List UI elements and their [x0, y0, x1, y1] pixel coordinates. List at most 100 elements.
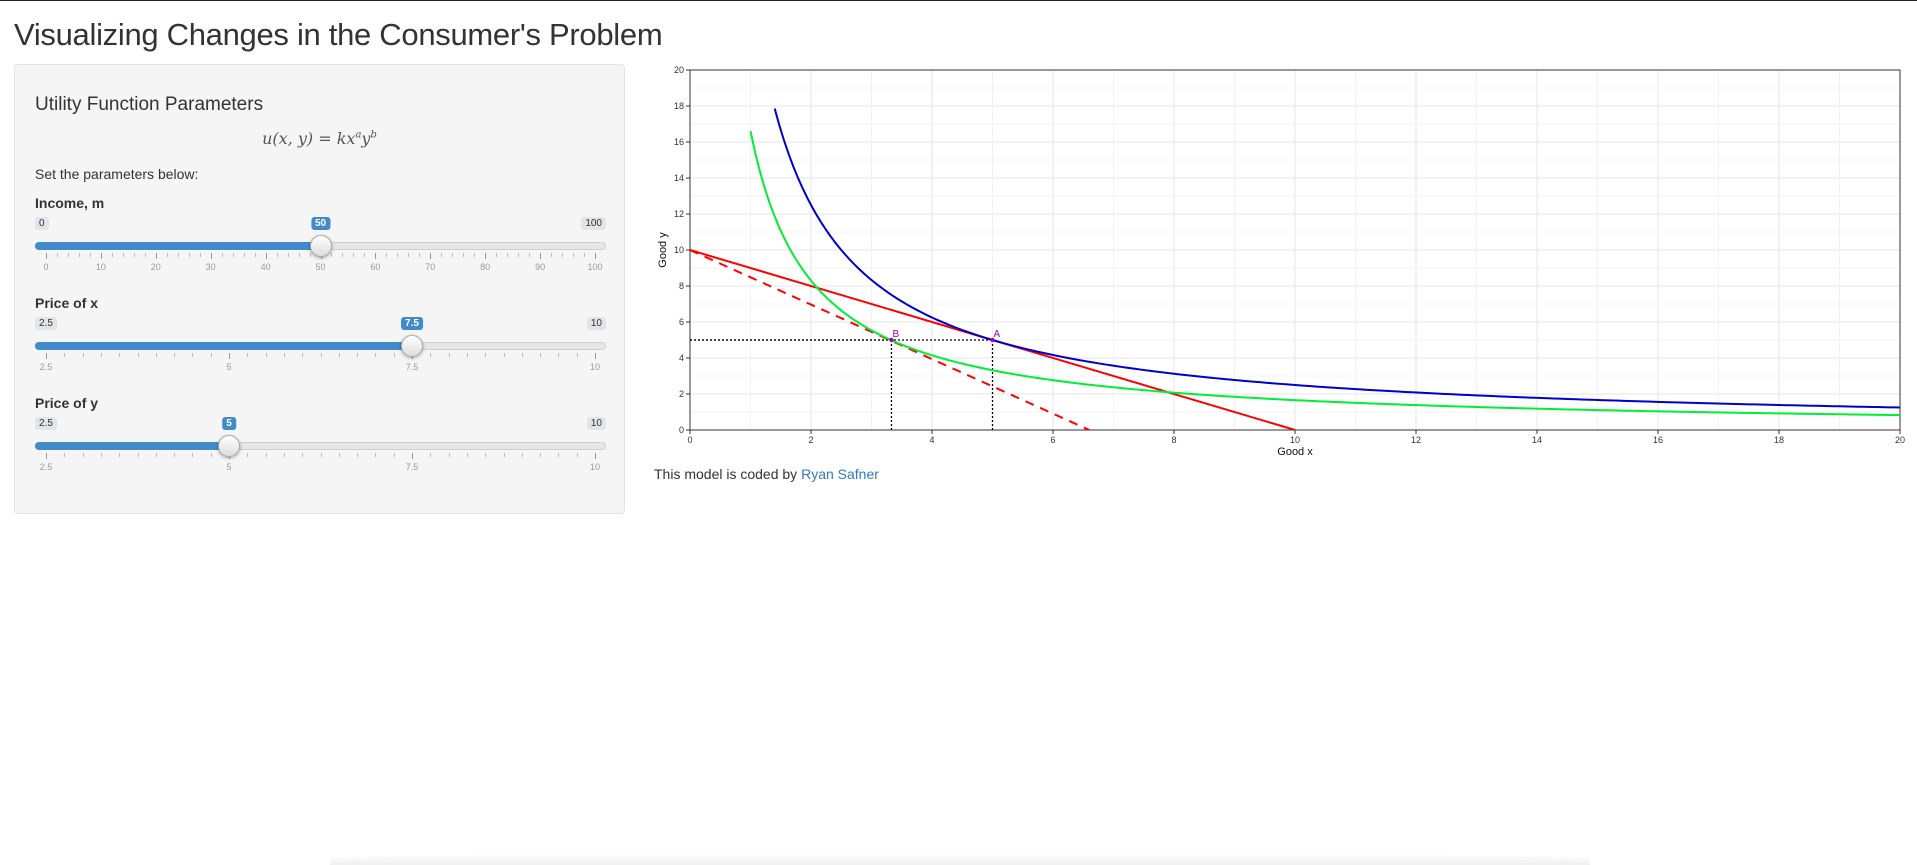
slider-minor-tick — [133, 253, 135, 257]
slider-minor-tick — [320, 353, 322, 357]
slider-minor-tick — [64, 453, 66, 457]
slider-minor-tick — [265, 353, 267, 357]
slider-major-tick — [375, 253, 377, 259]
slider-minor-tick — [518, 253, 520, 257]
formula-exp-a: a — [355, 129, 362, 141]
slider-tick-label: 100 — [587, 262, 603, 272]
slider-max-label: 10 — [586, 317, 606, 330]
slider-minor-tick — [357, 353, 359, 357]
consumer-choice-chart: 0 2 4 6 8 10 12 14 16 18 20 0 2 4 6 8 10 12 14 16 18 20 Good x… — [657, 65, 1905, 458]
slider-minor-tick — [393, 453, 395, 457]
slider-minor-tick — [496, 253, 498, 257]
price-x-slider[interactable]: 2.5 10 7.5 2.5 5 7.5 10 — [35, 317, 606, 377]
slider-major-tick — [46, 353, 47, 359]
income-slider[interactable]: 0 100 50 0 10 20 30 40 50 60 70 80 90 100 — [35, 217, 606, 277]
help-text: Set the parameters below: — [35, 166, 199, 182]
slider-value-label: 50 — [310, 217, 331, 230]
slider-max-label: 10 — [586, 417, 606, 430]
slider-major-tick — [155, 253, 157, 259]
slider-major-tick — [430, 253, 432, 259]
sidebar-panel: Utility Function Parameters u(x, y) = kx… — [14, 64, 625, 514]
indifference-curve-new — [749, 130, 1900, 417]
slider-minor-tick — [155, 353, 157, 357]
slider-minor-tick — [393, 353, 395, 357]
slider-minor-tick — [232, 253, 234, 257]
author-link[interactable]: Ryan Safner — [801, 466, 879, 482]
slider-minor-tick — [283, 353, 285, 357]
slider-minor-tick — [166, 253, 168, 257]
slider-minor-tick — [331, 253, 333, 257]
slider-minor-tick — [119, 353, 121, 357]
slider-minor-tick — [192, 453, 194, 457]
slider-fill — [35, 242, 321, 250]
slider-tick-label: 30 — [205, 262, 216, 272]
slider-minor-tick — [397, 253, 399, 257]
slider-minor-tick — [364, 253, 366, 257]
x-tick-label: 20 — [1895, 435, 1905, 445]
slider-ticks: 2.5 5 7.5 10 — [35, 353, 606, 373]
slider-minor-tick — [430, 453, 432, 457]
x-tick-label: 16 — [1653, 435, 1663, 445]
slider-minor-tick — [174, 353, 176, 357]
slider-minor-tick — [247, 453, 249, 457]
slider-tick-label: 5 — [226, 362, 232, 372]
slider-minor-tick — [375, 353, 377, 357]
slider-minor-tick — [192, 353, 194, 357]
slider-major-tick — [46, 253, 47, 259]
slider-tick-label: 50 — [315, 262, 326, 272]
slider-minor-tick — [338, 353, 340, 357]
slider-minor-tick — [67, 253, 69, 257]
slider-minor-tick — [155, 453, 157, 457]
utility-formula: u(x, y) = kxayb — [15, 129, 624, 148]
slider-minor-tick — [144, 253, 146, 257]
slider-minor-tick — [119, 453, 121, 457]
x-tick-label: 6 — [1050, 435, 1055, 445]
y-tick-label: 10 — [674, 245, 684, 255]
slider-minor-tick — [441, 253, 443, 257]
slider-minor-tick — [562, 253, 564, 257]
slider-minor-tick — [452, 253, 454, 257]
slider-major-tick — [595, 453, 596, 459]
income-label: Income, m — [35, 195, 105, 211]
x-tick-label: 4 — [929, 435, 934, 445]
slider-minor-tick — [64, 353, 66, 357]
slider-minor-tick — [503, 453, 505, 457]
slider-minor-tick — [221, 253, 223, 257]
x-tick-label: 14 — [1532, 435, 1542, 445]
slider-minor-tick — [276, 253, 278, 257]
slider-minor-tick — [448, 353, 450, 357]
slider-tick-label: 10 — [589, 362, 601, 372]
slider-minor-tick — [89, 253, 91, 257]
slider-minor-tick — [283, 453, 285, 457]
slider-tick-label: 70 — [425, 262, 436, 272]
slider-minor-tick — [137, 353, 139, 357]
slider-minor-tick — [287, 253, 289, 257]
slider-minor-tick — [111, 253, 113, 257]
slider-major-tick — [100, 253, 102, 259]
slider-minor-tick — [507, 253, 509, 257]
slider-minor-tick — [243, 253, 245, 257]
slider-minor-tick — [353, 253, 355, 257]
slider-major-tick — [595, 253, 596, 259]
slider-minor-tick — [503, 353, 505, 357]
x-tick-label: 18 — [1774, 435, 1784, 445]
slider-tick-label: 10 — [589, 462, 601, 472]
slider-handle[interactable] — [218, 435, 240, 457]
price-x-label: Price of x — [35, 295, 99, 311]
y-tick-label: 2 — [679, 389, 684, 399]
price-y-slider[interactable]: 2.5 10 5 2.5 5 7.5 10 — [35, 417, 606, 477]
slider-handle[interactable] — [309, 235, 332, 257]
slider-minor-tick — [558, 353, 560, 357]
slider-tick-label: 2.5 — [39, 362, 53, 372]
x-tick-label: 0 — [687, 435, 692, 445]
y-tick-label: 0 — [679, 425, 684, 435]
slider-minor-tick — [122, 253, 124, 257]
slider-minor-tick — [529, 253, 531, 257]
slider-handle[interactable] — [401, 335, 423, 357]
slider-minor-tick — [521, 353, 523, 357]
slider-min-label: 0 — [35, 217, 49, 230]
slider-tick-label: 20 — [150, 262, 161, 272]
y-tick-label: 18 — [674, 101, 684, 111]
slider-minor-tick — [521, 453, 523, 457]
slider-value-label: 7.5 — [401, 317, 423, 330]
